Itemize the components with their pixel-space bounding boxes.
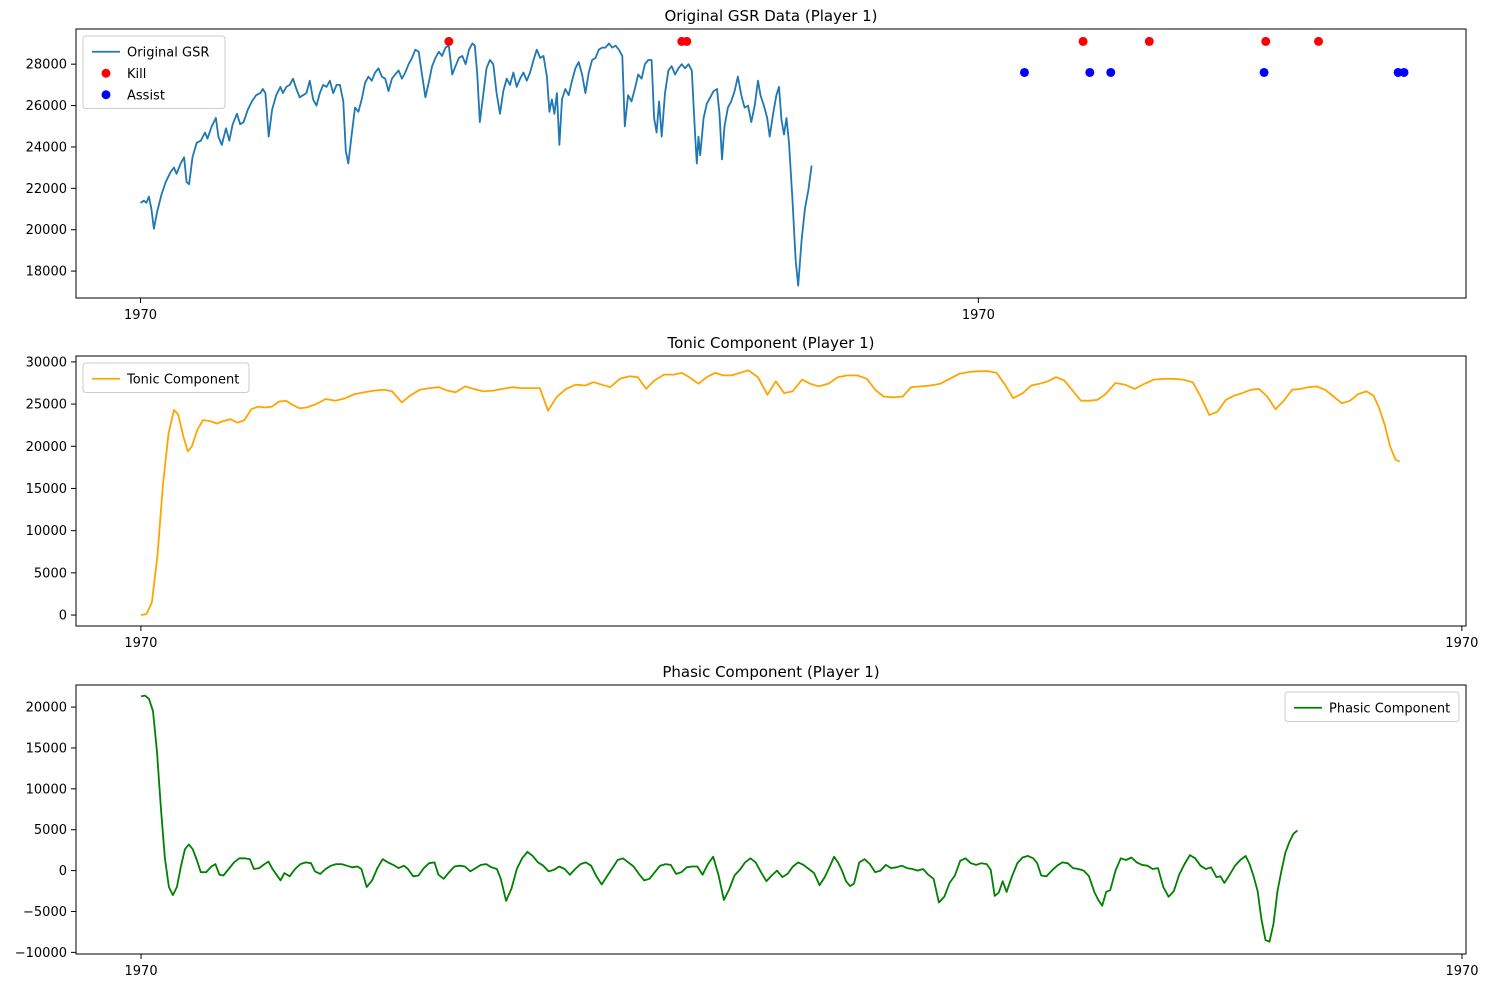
y-tick-label: 0 — [59, 864, 67, 879]
legend-entry-label: Tonic Component — [126, 372, 239, 387]
x-tick-label: 1970 — [1445, 964, 1478, 979]
chart-title: Original GSR Data (Player 1) — [664, 7, 877, 25]
x-tick-label: 1970 — [124, 308, 157, 323]
legend-swatch-marker — [101, 90, 111, 100]
axes-frame — [75, 355, 1467, 627]
assist-marker — [1399, 67, 1409, 77]
assist-marker — [1106, 67, 1116, 77]
y-tick-label: −10000 — [15, 946, 67, 961]
legend-swatch-marker — [101, 68, 111, 78]
y-tick-label: 18000 — [26, 265, 67, 280]
kill-marker — [1144, 36, 1154, 46]
y-tick-label: 24000 — [26, 140, 67, 155]
panel-phasic-component: Phasic Component (Player 1) −10000 −5000 0 5… — [15, 663, 1479, 979]
axes-frame — [75, 28, 1467, 299]
kill-marker — [1314, 36, 1324, 46]
series-line-original-gsr — [140, 42, 813, 287]
chart-title: Tonic Component (Player 1) — [666, 334, 874, 352]
panel-tonic-component: Tonic Component (Player 1) 0 5000 10000 1500… — [26, 334, 1479, 651]
y-tick-label: 0 — [59, 609, 67, 624]
x-tick-label: 1970 — [962, 308, 995, 323]
kill-marker — [1261, 36, 1271, 46]
legend-entry-label: Kill — [127, 67, 146, 82]
y-tick-label: 20000 — [26, 701, 67, 716]
series-line-phasic-component — [140, 694, 1298, 943]
y-tick-label: 15000 — [26, 741, 67, 756]
legend: Tonic Component — [82, 362, 250, 393]
y-tick-label: 20000 — [26, 223, 67, 238]
legend: Original GSR Kill Assist — [82, 35, 226, 109]
series-line-tonic-component — [140, 369, 1401, 616]
axes-frame — [75, 684, 1467, 955]
y-tick-label: 30000 — [26, 355, 67, 370]
kill-marker — [444, 36, 454, 46]
legend-box — [82, 35, 226, 109]
assist-marker — [1085, 67, 1095, 77]
legend: Phasic Component — [1284, 691, 1460, 722]
y-tick-label: −5000 — [23, 905, 67, 920]
y-tick-label: 15000 — [26, 482, 67, 497]
y-tick-label: 26000 — [26, 99, 67, 114]
legend-box — [82, 362, 250, 393]
kill-marker — [1078, 36, 1088, 46]
assist-marker — [1259, 67, 1269, 77]
legend-entry-label: Assist — [127, 88, 165, 103]
y-tick-label: 20000 — [26, 440, 67, 455]
y-tick-label: 5000 — [34, 566, 67, 581]
legend-entry-label: Phasic Component — [1329, 701, 1450, 716]
y-tick-label: 5000 — [34, 823, 67, 838]
legend-box — [1284, 691, 1460, 722]
y-tick-label: 28000 — [26, 58, 67, 73]
y-tick-label: 25000 — [26, 398, 67, 413]
x-tick-label: 1970 — [1445, 636, 1478, 651]
legend-entry-label: Original GSR — [127, 45, 209, 60]
y-tick-label: 10000 — [26, 782, 67, 797]
x-tick-label: 1970 — [124, 636, 157, 651]
y-tick-label: 10000 — [26, 524, 67, 539]
kill-marker — [682, 36, 692, 46]
x-tick-label: 1970 — [125, 964, 158, 979]
assist-marker — [1019, 67, 1029, 77]
chart-title: Phasic Component (Player 1) — [662, 663, 879, 681]
panel-original-gsr: Original GSR Data (Player 1) 18000 20000 22… — [26, 7, 1467, 323]
y-tick-label: 22000 — [26, 182, 67, 197]
